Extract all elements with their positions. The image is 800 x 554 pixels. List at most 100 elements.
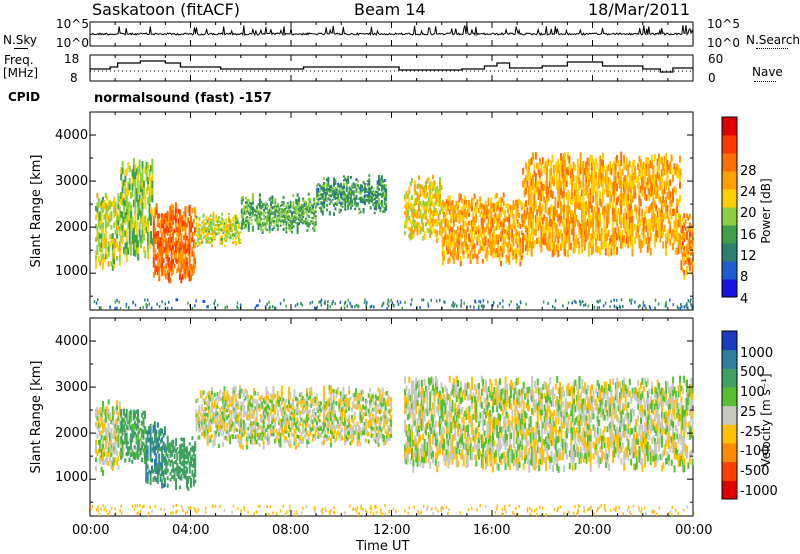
echo-cell bbox=[205, 427, 208, 431]
echo-cell bbox=[480, 221, 483, 226]
ground-scatter-cell bbox=[552, 305, 554, 309]
echo-cell bbox=[611, 163, 614, 171]
echo-cell bbox=[163, 456, 166, 462]
echo-cell bbox=[576, 237, 579, 245]
echo-cell bbox=[106, 222, 109, 228]
echo-cell bbox=[146, 479, 149, 484]
echo-cell bbox=[211, 240, 214, 244]
echo-cell bbox=[134, 220, 137, 229]
echo-cell bbox=[440, 185, 443, 190]
echo-cell bbox=[206, 412, 209, 418]
ground-scatter-cell bbox=[657, 302, 660, 306]
echo-cell bbox=[281, 211, 284, 214]
echo-cell bbox=[369, 207, 372, 210]
echo-cell bbox=[226, 225, 229, 228]
echo-cell bbox=[486, 213, 489, 220]
echo-cell bbox=[279, 224, 282, 227]
echo-cell bbox=[614, 227, 617, 235]
echo-cell bbox=[596, 201, 599, 209]
echo-cell bbox=[116, 450, 118, 456]
ground-scatter-cell bbox=[482, 299, 485, 303]
echo-cell bbox=[224, 402, 227, 406]
echo-cell bbox=[590, 233, 593, 241]
echo-cell bbox=[533, 205, 536, 212]
echo-cell bbox=[383, 202, 386, 206]
echo-cell bbox=[303, 212, 306, 215]
echo-cell bbox=[296, 210, 299, 214]
echo-cell bbox=[378, 205, 380, 209]
echo-cell bbox=[188, 470, 191, 474]
echo-cell bbox=[300, 218, 303, 221]
echo-cell bbox=[344, 195, 347, 199]
echo-cell bbox=[441, 199, 444, 205]
echo-cell bbox=[495, 247, 498, 253]
echo-cell bbox=[299, 207, 302, 209]
echo-cell bbox=[639, 172, 642, 180]
echo-cell bbox=[152, 236, 155, 242]
echo-cell bbox=[288, 225, 291, 228]
echo-cell bbox=[409, 202, 412, 208]
echo-cell bbox=[433, 228, 436, 234]
echo-cell bbox=[124, 199, 127, 207]
echo-cell bbox=[522, 219, 525, 227]
echo-cell bbox=[511, 232, 514, 238]
echo-cell bbox=[256, 209, 259, 212]
echo-cell bbox=[364, 202, 366, 205]
echo-cell bbox=[258, 193, 261, 197]
echo-cell bbox=[548, 175, 551, 182]
echo-cell bbox=[277, 203, 279, 206]
echo-cell bbox=[364, 199, 366, 202]
echo-cell bbox=[338, 191, 341, 195]
echo-cell bbox=[206, 428, 209, 434]
echo-cell bbox=[429, 228, 432, 234]
echo-cell bbox=[188, 253, 191, 260]
echo-cell bbox=[495, 206, 498, 212]
echo-cell bbox=[146, 430, 149, 435]
echo-cell bbox=[172, 462, 175, 467]
echo-cell bbox=[247, 226, 250, 230]
echo-cell bbox=[205, 241, 208, 244]
echo-cell bbox=[298, 213, 300, 217]
ground-scatter-cell bbox=[114, 300, 117, 304]
echo-cell bbox=[196, 244, 199, 248]
echo-cell bbox=[411, 221, 413, 227]
echo-cell bbox=[97, 422, 100, 428]
echo-cell bbox=[536, 214, 539, 222]
echo-cell bbox=[169, 448, 172, 452]
echo-cell bbox=[340, 204, 342, 208]
echo-cell bbox=[494, 253, 497, 259]
echo-cell bbox=[305, 202, 307, 205]
echo-cell bbox=[434, 219, 437, 223]
echo-cell bbox=[159, 219, 162, 225]
ground-scatter-cell bbox=[574, 299, 576, 303]
echo-cell bbox=[448, 257, 451, 263]
echo-cell bbox=[184, 472, 187, 476]
echo-cell bbox=[147, 231, 150, 239]
echo-cell bbox=[118, 255, 121, 262]
echo-cell bbox=[118, 406, 121, 412]
echo-cell bbox=[504, 237, 507, 242]
echo-cell bbox=[228, 229, 230, 232]
echo-cell bbox=[365, 198, 368, 201]
echo-cell bbox=[254, 219, 257, 222]
echo-cell bbox=[593, 186, 596, 194]
echo-cell bbox=[268, 224, 271, 228]
echo-cell bbox=[663, 181, 666, 188]
echo-cell bbox=[219, 227, 222, 230]
echo-cell bbox=[565, 167, 568, 175]
echo-cell bbox=[198, 219, 201, 222]
echo-cell bbox=[310, 221, 313, 224]
echo-cell bbox=[316, 203, 319, 206]
echo-cell bbox=[656, 191, 659, 199]
echo-cell bbox=[667, 187, 670, 195]
echo-cell bbox=[355, 204, 358, 208]
echo-cell bbox=[576, 158, 579, 166]
echo-cell bbox=[310, 207, 313, 210]
echo-cell bbox=[690, 258, 693, 262]
echo-cell bbox=[293, 217, 296, 220]
echo-cell bbox=[205, 432, 208, 437]
echo-cell bbox=[125, 444, 128, 449]
echo-cell bbox=[665, 182, 667, 191]
echo-cell bbox=[529, 240, 532, 248]
echo-cell bbox=[361, 184, 364, 187]
